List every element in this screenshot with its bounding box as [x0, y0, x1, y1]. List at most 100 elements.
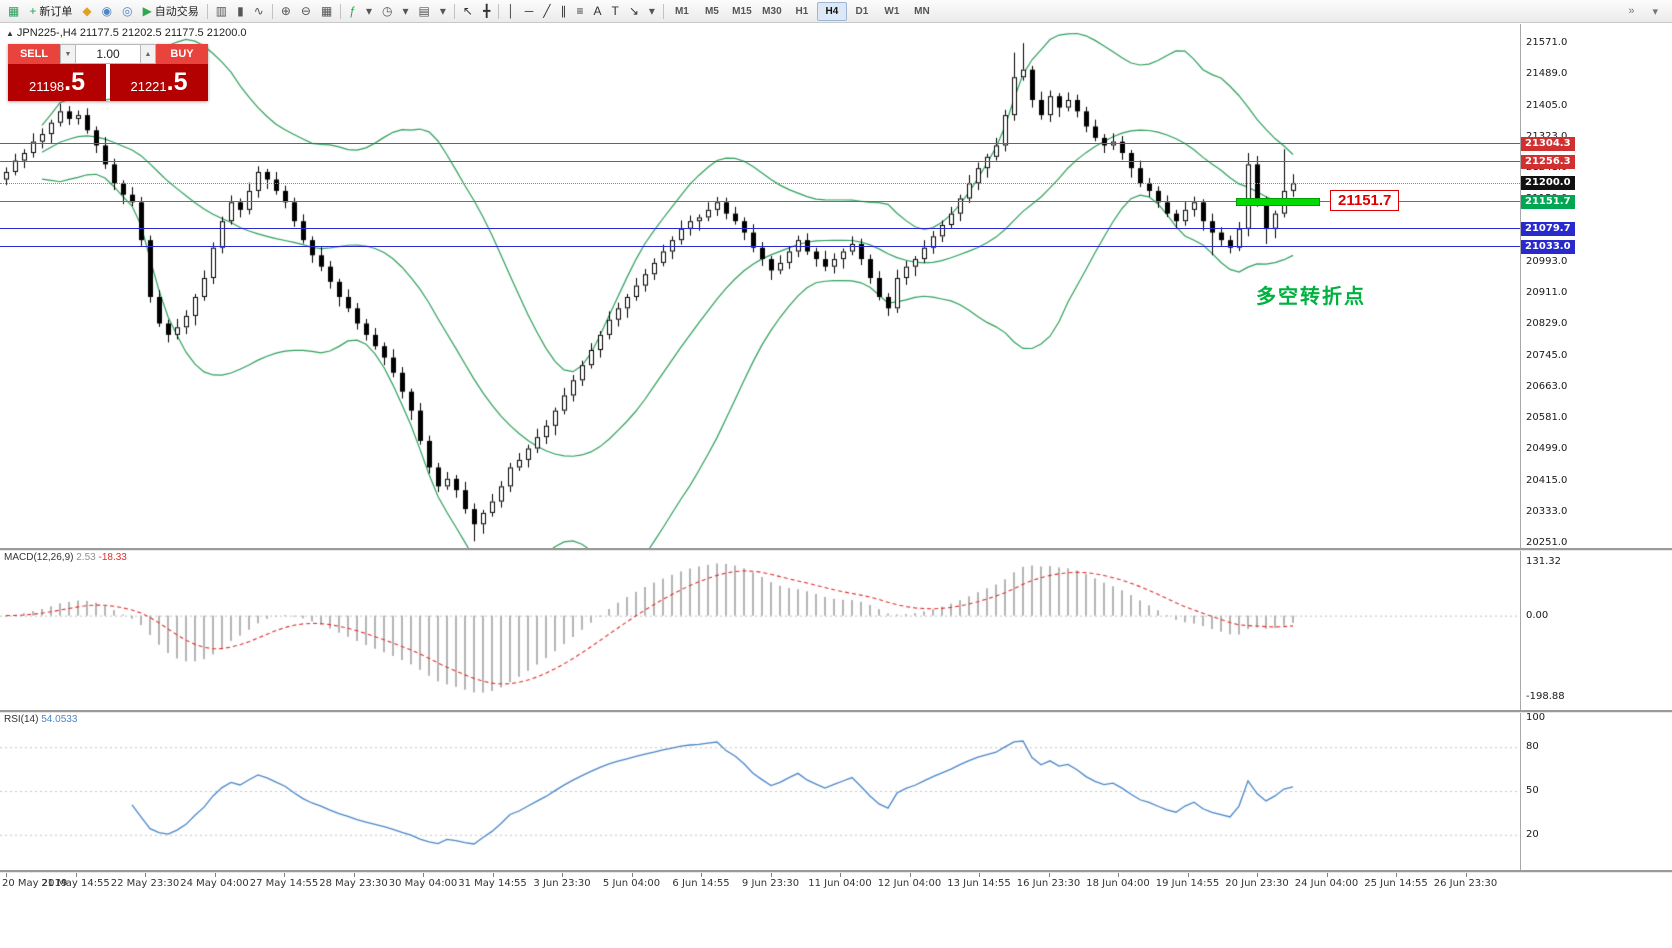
new-chart-icon[interactable]: ◆	[77, 1, 96, 22]
text-tool-icon[interactable]: A	[588, 1, 606, 22]
data-window-icon[interactable]: ◎	[117, 1, 137, 22]
indicators-dropdown-icon[interactable]: ▾	[361, 1, 377, 22]
panel-separator[interactable]	[0, 710, 1672, 713]
timeframe-mn-button[interactable]: MN	[914, 5, 930, 17]
time-axis-tick	[979, 873, 980, 877]
macd-name: MACD(12,26,9)	[4, 552, 74, 563]
indicators-icon[interactable]: ƒ	[344, 1, 361, 22]
support-line-1[interactable]	[0, 228, 1520, 230]
time-axis-label: 13 Jun 14:55	[947, 878, 1011, 889]
timeframe-m30-button[interactable]: M30	[762, 5, 782, 17]
time-axis-label: 16 Jun 23:30	[1016, 878, 1081, 889]
panel-separator[interactable]	[0, 870, 1672, 873]
time-axis-label: 26 Jun 23:30	[1433, 878, 1498, 889]
line-chart-icon[interactable]: ∿	[249, 1, 269, 22]
timeframe-m5-button[interactable]: M5	[704, 5, 719, 17]
timeframe-d1-button[interactable]: D1	[855, 5, 869, 17]
bar-chart-icon[interactable]: ▥	[211, 1, 232, 22]
price-axis-label: 21489.0	[1526, 68, 1568, 80]
horizontal-line-icon[interactable]: ─	[520, 1, 539, 22]
rsi-value: 54.0533	[41, 714, 78, 725]
terminal-icon: ▦	[3, 1, 24, 22]
time-axis-tick	[1187, 873, 1189, 877]
chart-title: ▲ JPN225-,H4 21177.5 21202.5 21177.5 2120…	[6, 27, 247, 39]
channel-icon[interactable]: ∥	[555, 1, 571, 22]
autotrading-button[interactable]: ▶ 自动交易	[138, 1, 204, 22]
arrows-tool-icon: ↘	[628, 4, 639, 18]
time-axis-label: 12 Jun 04:00	[877, 878, 942, 889]
rsi-indicator-label: RSI(14) 54.0533	[4, 714, 77, 725]
macd-axis-label: 131.32	[1526, 555, 1561, 567]
buy-price-button[interactable]: 21221.5	[110, 64, 208, 101]
time-axis-label: 20 May 2019	[2, 878, 68, 889]
pivot-line[interactable]	[0, 201, 1520, 203]
zoom-out-icon[interactable]: ⊖	[296, 1, 316, 22]
timeframe-h1-button[interactable]: H1	[795, 5, 809, 17]
arrows-dropdown-icon: ▾	[648, 4, 655, 18]
resistance-line-1[interactable]	[0, 143, 1520, 145]
rsi-canvas[interactable]	[0, 712, 1520, 870]
periods-icon[interactable]: ◷	[377, 1, 397, 22]
macd-canvas[interactable]	[0, 550, 1520, 710]
main-chart-canvas[interactable]	[0, 24, 1520, 548]
panel-separator[interactable]	[0, 548, 1672, 551]
cursor-icon[interactable]: ↖	[458, 1, 478, 22]
macd-signal-value: -18.33	[98, 552, 127, 563]
templates-icon[interactable]: ▤	[414, 1, 435, 22]
time-axis-label: 18 Jun 04:00	[1086, 878, 1150, 889]
toolbar-options-icon[interactable]: ▾	[1652, 5, 1658, 18]
support-line-1-tag: 21079.7	[1521, 221, 1575, 236]
time-axis-tick	[840, 873, 841, 877]
buy-button[interactable]: BUY	[156, 44, 208, 64]
crosshair-icon: ╋	[482, 4, 491, 18]
periods-icon: ◷	[382, 4, 393, 18]
trendline-icon[interactable]: ╱	[538, 1, 555, 22]
time-axis-tick	[1396, 873, 1397, 877]
timeframe-m15-button[interactable]: M15	[732, 5, 752, 17]
vertical-line-icon[interactable]: │	[502, 1, 520, 22]
toolbar-overflow-icon[interactable]: »	[1628, 5, 1635, 17]
time-axis-tick	[1118, 873, 1119, 877]
arrows-dropdown-icon[interactable]: ▾	[644, 1, 660, 22]
templates-dropdown-icon[interactable]: ▾	[435, 1, 451, 22]
text-annotation[interactable]: 多空转折点	[1256, 286, 1366, 308]
support-line-2[interactable]	[0, 246, 1520, 248]
pivot-line-tag: 21151.7	[1521, 194, 1575, 209]
time-axis-label: 22 May 23:30	[110, 878, 180, 889]
timeframe-m1-button[interactable]: M1	[674, 5, 689, 17]
fibonacci-icon[interactable]: ≡	[571, 1, 588, 22]
volume-input[interactable]	[76, 44, 140, 64]
highlight-bar[interactable]	[1236, 197, 1320, 206]
indicators-icon: ƒ	[349, 4, 356, 18]
sell-price-button[interactable]: 21198.5	[8, 64, 106, 101]
volume-decrease-button[interactable]: ▼	[60, 44, 76, 64]
resistance-line-1-tag: 21304.3	[1521, 136, 1575, 151]
crosshair-icon[interactable]: ╋	[478, 1, 495, 22]
timeframe-h4-button[interactable]: H4	[816, 1, 847, 21]
price-callout-label[interactable]: 21151.7	[1330, 189, 1400, 211]
periods-dropdown-icon[interactable]: ▾	[397, 1, 413, 22]
arrows-tool-icon[interactable]: ↘	[624, 1, 644, 22]
rsi-name: RSI(14)	[4, 714, 39, 725]
market-watch-icon[interactable]: ◉	[97, 1, 117, 22]
resistance-line-2[interactable]	[0, 161, 1520, 163]
symbol-icon: ▲	[6, 29, 14, 38]
time-axis[interactable]: 20 May 2019 21 May 14:55 22 May 23:30 24 Ma…	[0, 872, 1672, 893]
sell-button[interactable]: SELL	[8, 44, 60, 64]
candlestick-chart-icon[interactable]: ▮	[232, 1, 249, 22]
zoom-in-icon[interactable]: ⊕	[276, 1, 296, 22]
new-order-button[interactable]: + 新订单	[24, 1, 77, 22]
volume-increase-button[interactable]: ▲	[140, 44, 156, 64]
text-tool-icon: A	[593, 4, 602, 18]
time-axis-tick	[1048, 873, 1050, 877]
timeframe-w1-button[interactable]: W1	[884, 5, 900, 17]
vertical-line-icon: │	[507, 4, 515, 18]
templates-icon: ▤	[418, 4, 430, 18]
price-axis-label: 20581.0	[1526, 412, 1568, 424]
label-tool-icon[interactable]: T	[606, 1, 623, 22]
time-axis-tick	[423, 873, 424, 877]
macd-axis-label: -198.88	[1526, 691, 1565, 703]
one-click-trading-panel: SELL ▼ ▲ BUY 21198.5 21221.5	[8, 44, 208, 101]
price-axis-label: 20499.0	[1526, 443, 1568, 455]
tile-windows-icon[interactable]: ▦	[316, 1, 337, 22]
